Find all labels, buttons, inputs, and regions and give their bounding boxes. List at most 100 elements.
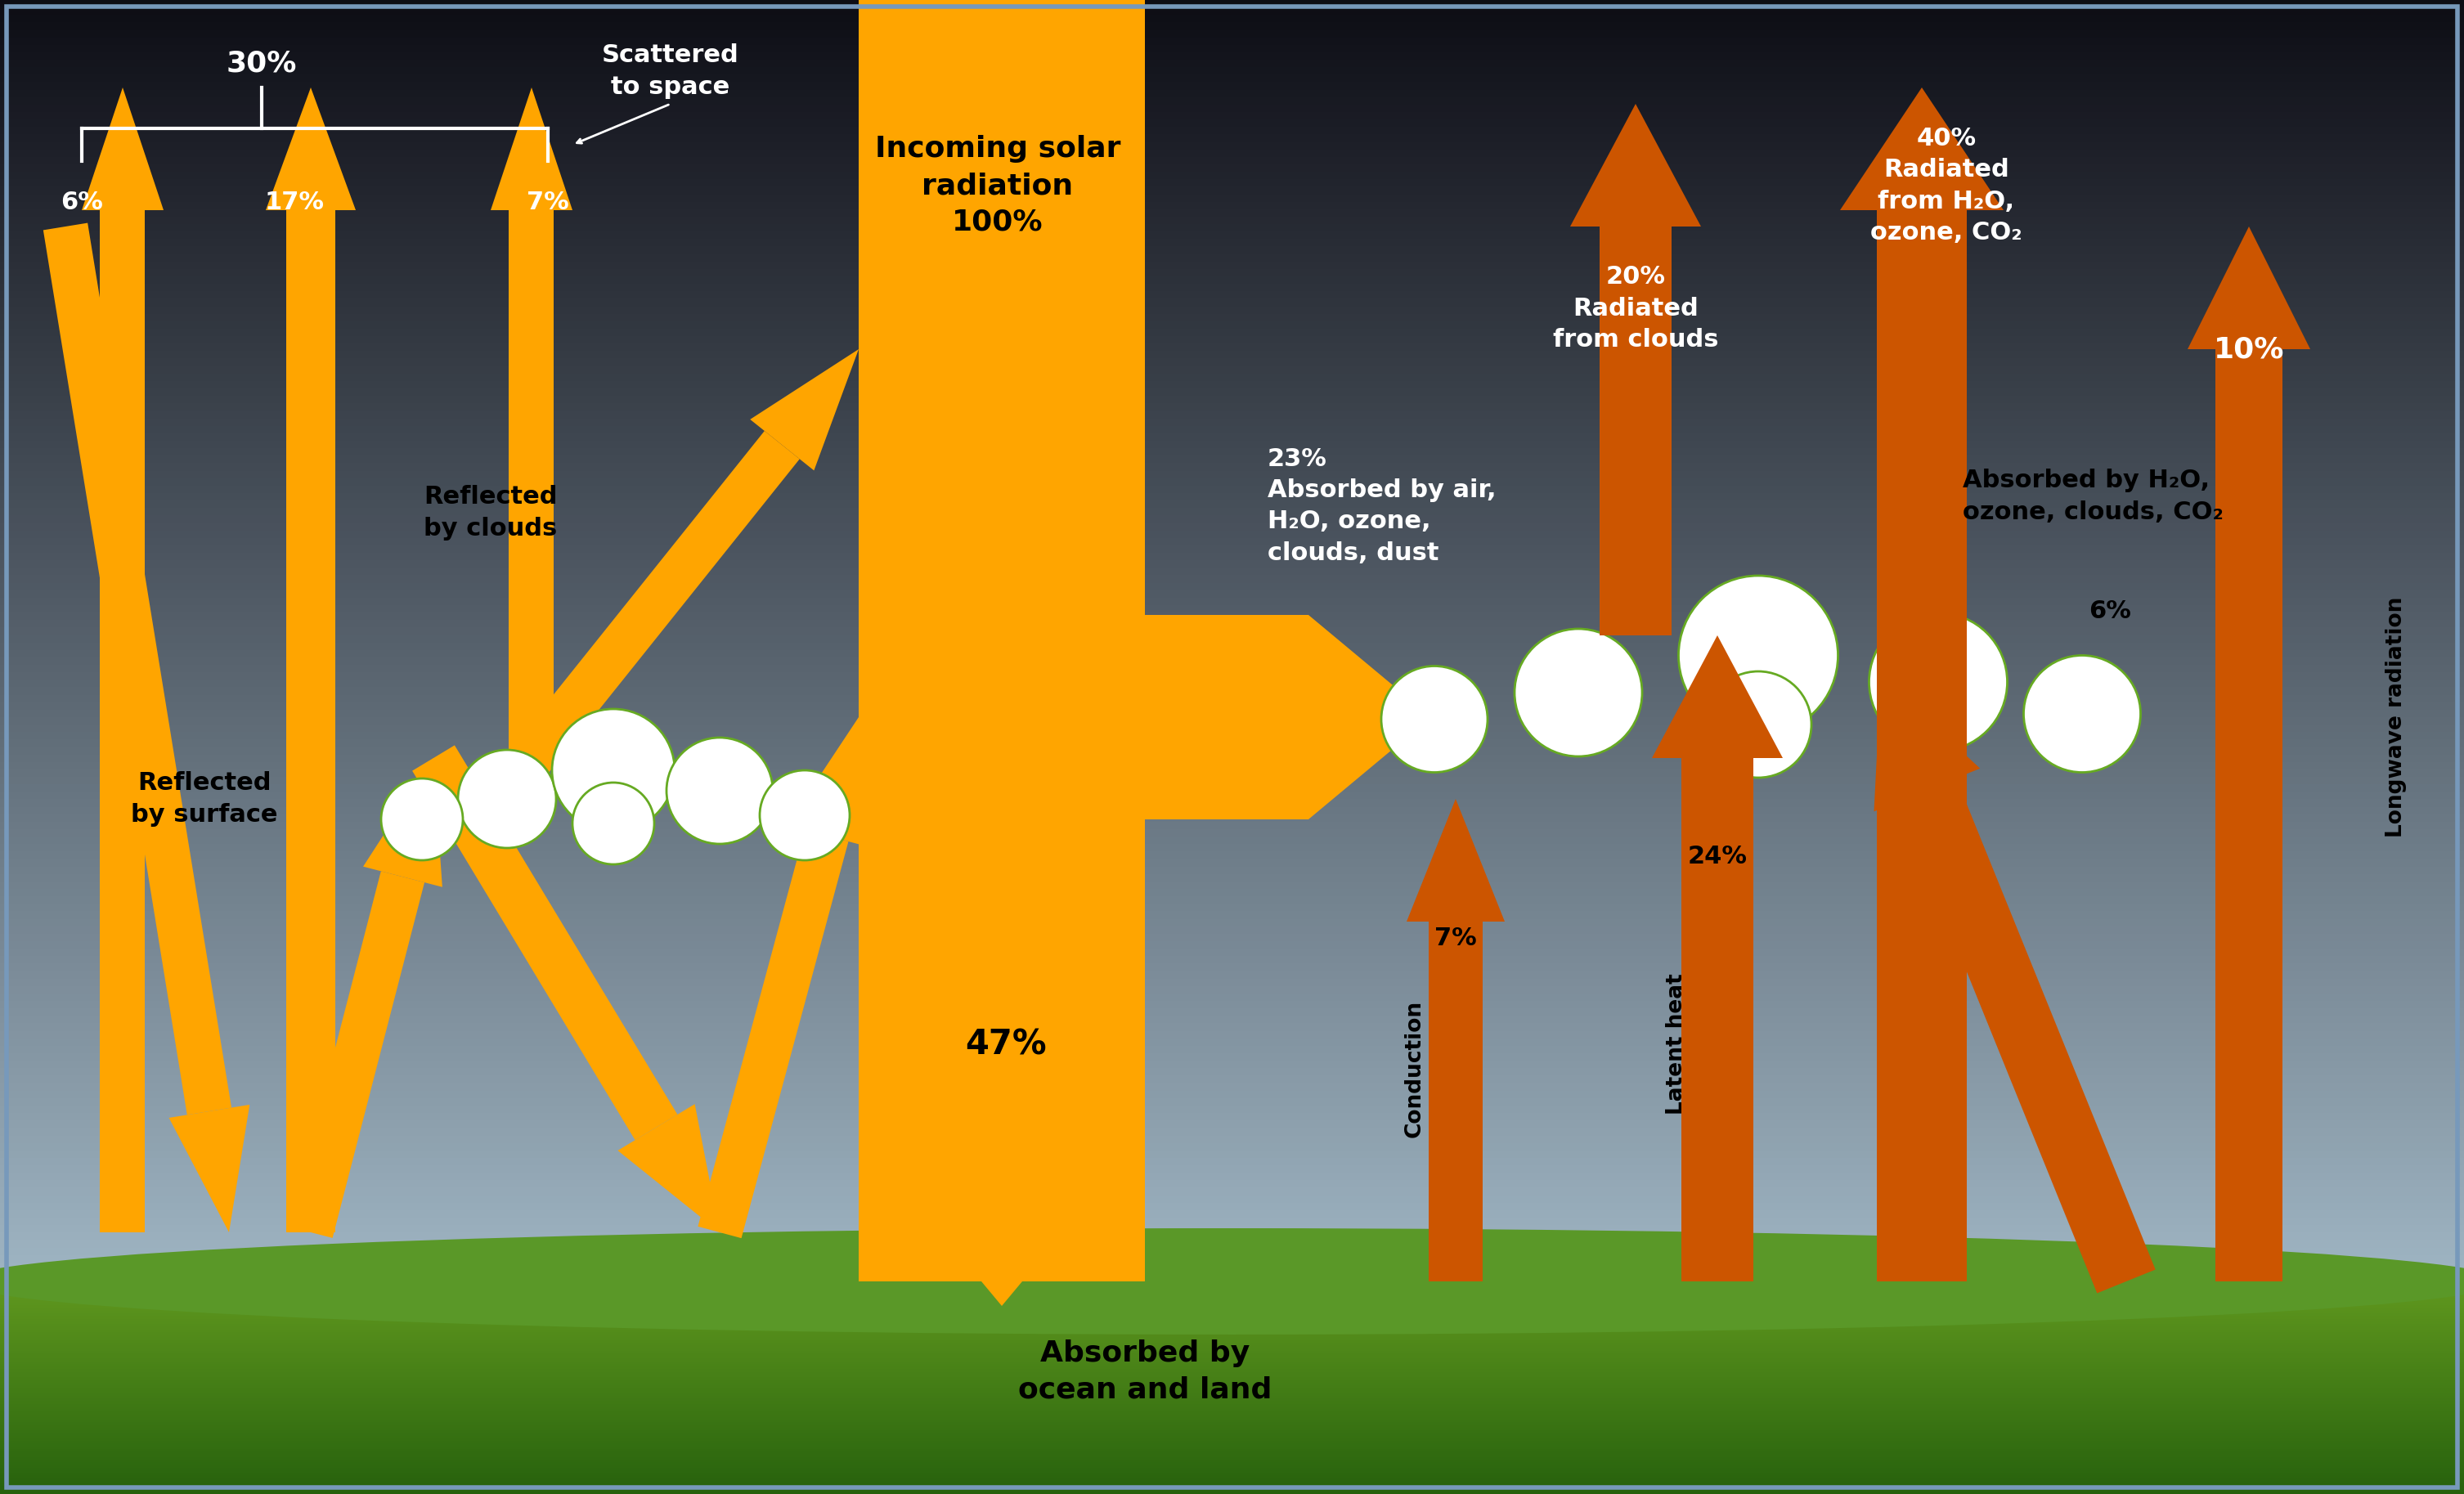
Bar — [0, 1491, 2464, 1494]
Bar — [0, 1225, 2464, 1233]
Bar — [0, 187, 2464, 194]
Bar — [0, 344, 2464, 351]
Bar — [0, 1397, 2464, 1404]
Bar — [0, 1487, 2464, 1488]
Bar — [0, 1098, 2464, 1106]
Bar — [0, 418, 2464, 426]
Bar — [0, 486, 2464, 493]
Bar — [0, 1473, 2464, 1476]
Bar — [0, 52, 2464, 60]
Bar — [0, 1316, 2464, 1319]
Bar — [0, 553, 2464, 560]
Circle shape — [1705, 671, 1811, 778]
Bar — [0, 1422, 2464, 1425]
Bar — [0, 1128, 2464, 1135]
Bar — [0, 874, 2464, 881]
Bar — [0, 1457, 2464, 1460]
Bar — [0, 1481, 2464, 1484]
Bar — [0, 254, 2464, 261]
Text: 40%
Radiated
from H₂O,
ozone, CO₂: 40% Radiated from H₂O, ozone, CO₂ — [1870, 127, 2023, 245]
Polygon shape — [1651, 635, 1784, 757]
Bar — [0, 1436, 2464, 1439]
Circle shape — [1382, 666, 1488, 772]
Polygon shape — [1407, 799, 1506, 922]
Bar — [0, 1270, 2464, 1277]
Bar — [0, 120, 2464, 127]
Bar — [0, 1218, 2464, 1225]
Polygon shape — [515, 430, 801, 772]
Bar — [0, 1331, 2464, 1334]
Bar — [0, 530, 2464, 538]
Bar — [0, 1476, 2464, 1478]
Polygon shape — [362, 757, 444, 887]
Bar — [0, 1091, 2464, 1098]
Bar — [0, 792, 2464, 799]
Bar — [0, 1371, 2464, 1374]
Bar — [0, 75, 2464, 82]
Bar — [0, 1415, 2464, 1416]
Bar — [2215, 350, 2282, 1282]
Bar — [0, 1303, 2464, 1306]
Bar — [0, 179, 2464, 187]
Bar — [0, 239, 2464, 247]
Bar — [286, 211, 335, 1233]
Bar — [0, 635, 2464, 642]
Bar — [0, 1300, 2464, 1307]
Bar — [0, 142, 2464, 149]
Text: 7%: 7% — [1434, 926, 1476, 950]
Bar — [0, 784, 2464, 792]
Bar — [0, 740, 2464, 747]
Bar — [1429, 922, 1483, 1282]
Polygon shape — [697, 829, 848, 1239]
Bar — [0, 1416, 2464, 1419]
Bar — [0, 1307, 2464, 1315]
Bar — [0, 545, 2464, 553]
Bar — [0, 1374, 2464, 1382]
Bar — [0, 1404, 2464, 1406]
Text: 17%: 17% — [264, 190, 325, 214]
Bar — [0, 1315, 2464, 1322]
Polygon shape — [44, 223, 232, 1115]
Polygon shape — [2188, 227, 2311, 350]
Bar — [0, 904, 2464, 911]
Bar — [0, 149, 2464, 157]
Bar — [0, 1158, 2464, 1165]
Bar — [0, 366, 2464, 374]
Bar — [0, 1449, 2464, 1452]
Bar — [0, 1277, 2464, 1285]
Bar — [0, 1409, 2464, 1412]
Bar — [0, 224, 2464, 232]
Bar — [0, 986, 2464, 994]
Bar — [0, 314, 2464, 321]
Bar — [0, 105, 2464, 112]
Bar — [0, 1255, 2464, 1262]
Bar — [0, 1358, 2464, 1361]
Circle shape — [382, 778, 463, 861]
Bar — [0, 642, 2464, 650]
Bar — [0, 1240, 2464, 1247]
Bar — [0, 837, 2464, 844]
Bar — [0, 754, 2464, 762]
Circle shape — [759, 771, 850, 861]
Bar — [0, 112, 2464, 120]
Bar — [0, 508, 2464, 515]
Bar — [0, 1440, 2464, 1443]
Bar — [0, 881, 2464, 889]
Bar — [0, 1113, 2464, 1120]
Circle shape — [458, 750, 557, 849]
Bar — [0, 583, 2464, 590]
Bar — [0, 1433, 2464, 1436]
Bar — [0, 777, 2464, 784]
Bar — [0, 1135, 2464, 1143]
Bar — [0, 650, 2464, 657]
Bar — [0, 1395, 2464, 1398]
Bar — [0, 1327, 2464, 1330]
Text: 20%
Radiated
from clouds: 20% Radiated from clouds — [1552, 266, 1717, 351]
Polygon shape — [618, 1104, 719, 1233]
Bar — [0, 1425, 2464, 1428]
Bar — [0, 1330, 2464, 1331]
Text: 24%: 24% — [1688, 844, 1747, 868]
Bar — [0, 994, 2464, 1001]
Bar — [0, 1210, 2464, 1218]
Bar — [0, 1120, 2464, 1128]
